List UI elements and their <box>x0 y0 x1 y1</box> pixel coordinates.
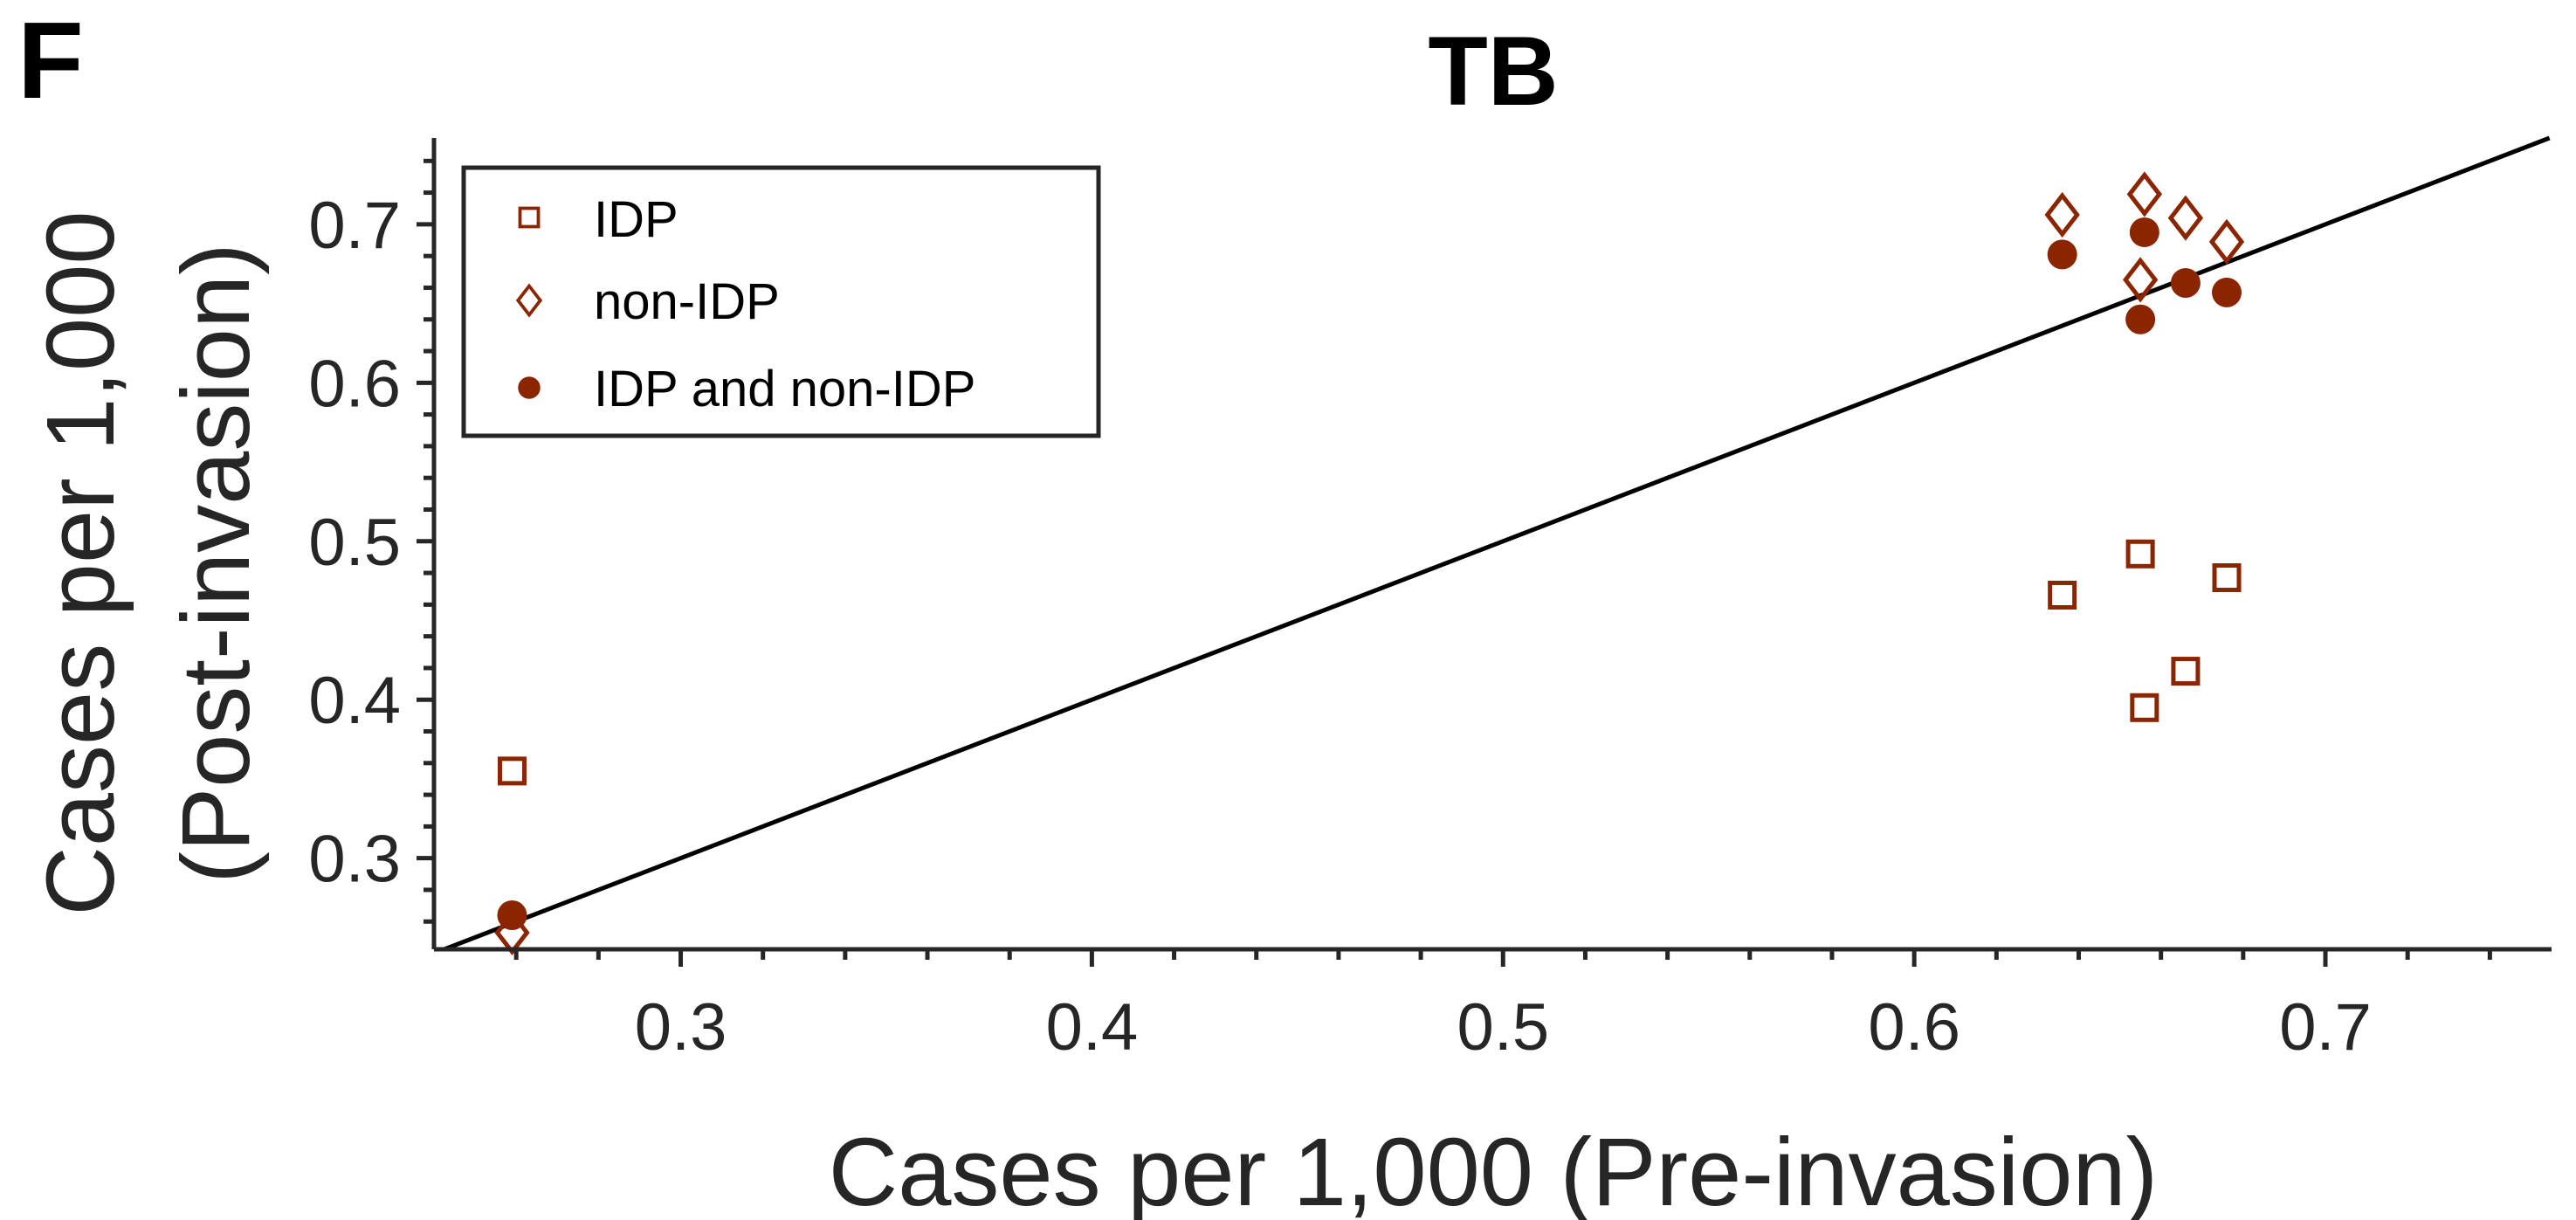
point-square-open-0 <box>497 756 527 786</box>
y-tick-label: 0.3 <box>308 823 401 897</box>
point-circle-filled-4 <box>2170 268 2201 299</box>
legend-box <box>461 165 1101 438</box>
legend-marker-square-open <box>518 206 541 229</box>
x-tick-label: 0.5 <box>1457 990 1549 1065</box>
identity-line <box>443 135 2551 952</box>
point-diamond-open-1 <box>2044 191 2080 238</box>
legend-label-idp: IDP <box>594 191 678 248</box>
x-tick-label: 0.4 <box>1046 990 1139 1065</box>
point-circle-filled-2 <box>2125 304 2156 334</box>
panel-letter: F <box>17 1 84 121</box>
point-square-open-4 <box>2171 657 2201 686</box>
y-tick-label: 0.6 <box>308 347 401 421</box>
point-circle-filled-5 <box>2212 277 2242 307</box>
point-diamond-open-3 <box>2126 171 2162 217</box>
legend-marker-circle-filled <box>518 376 541 399</box>
chart-title: TB <box>1428 17 1558 126</box>
legend-label-non-idp: non-IDP <box>594 273 780 330</box>
point-square-open-5 <box>2212 563 2242 593</box>
axes: 0.3 0.4 0.5 0.6 0.7 0.3 0.4 0.5 0.6 0.7 <box>308 138 2552 1065</box>
point-circle-filled-0 <box>497 899 527 930</box>
y-axis-label-group: Cases per 1,000 (Post-invasion) <box>27 210 270 915</box>
legend: IDP non-IDP IDP and non-IDP <box>461 165 1101 438</box>
point-square-open-2 <box>2125 539 2155 569</box>
y-tick-label: 0.4 <box>308 664 401 738</box>
x-axis-label: Cases per 1,000 (Pre-invasion) <box>829 1119 2158 1220</box>
x-tick-label: 0.6 <box>1868 990 1960 1065</box>
point-square-open-1 <box>2048 580 2077 610</box>
x-tick-label: 0.3 <box>635 990 727 1065</box>
x-tick-label: 0.7 <box>2279 990 2372 1065</box>
point-diamond-open-4 <box>2167 195 2204 241</box>
point-diamond-open-5 <box>2208 218 2245 265</box>
y-axis-label-line2: (Post-invasion) <box>162 243 270 884</box>
point-diamond-open-2 <box>2122 257 2159 303</box>
y-tick-label: 0.5 <box>308 506 401 580</box>
y-tick-label: 0.7 <box>308 189 401 263</box>
point-square-open-3 <box>2130 693 2159 722</box>
legend-marker-diamond-open <box>515 283 543 318</box>
plot-marks <box>443 135 2551 956</box>
y-axis-label-line1: Cases per 1,000 <box>27 210 134 915</box>
point-circle-filled-1 <box>2047 239 2077 270</box>
legend-label-idp-and-non-idp: IDP and non-IDP <box>594 361 975 417</box>
point-circle-filled-3 <box>2129 217 2159 247</box>
